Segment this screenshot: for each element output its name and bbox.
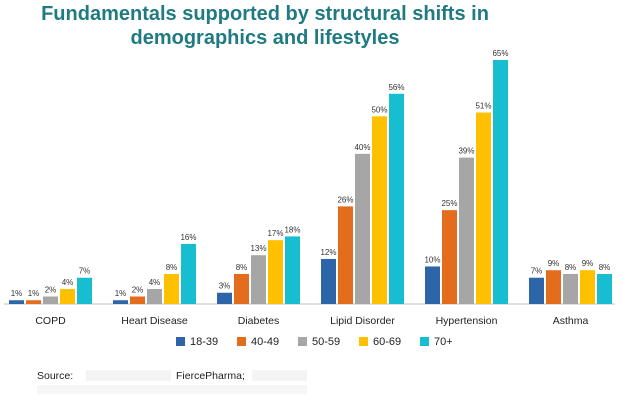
legend-swatch: [420, 337, 429, 346]
data-label: 25%: [441, 199, 457, 208]
bar: [60, 288, 75, 304]
data-label: 51%: [475, 102, 491, 111]
bar: [147, 288, 162, 304]
data-label: 18%: [284, 225, 300, 234]
data-label: 65%: [492, 49, 508, 58]
bar: [580, 270, 595, 304]
bar: [217, 292, 232, 304]
redacted-block: [86, 370, 171, 381]
data-label: 4%: [62, 278, 74, 287]
bar: [563, 273, 578, 304]
legend-swatch: [176, 337, 185, 346]
bar: [130, 296, 145, 304]
data-label: 50%: [371, 105, 387, 114]
bar: [355, 153, 370, 304]
bar: [77, 277, 92, 304]
data-label: 8%: [166, 263, 178, 272]
data-label: 9%: [548, 259, 560, 268]
data-label: 17%: [267, 229, 283, 238]
bars-group: [9, 60, 612, 305]
data-label: 10%: [424, 255, 440, 264]
legend-label: 70+: [434, 336, 453, 348]
redacted-block: [252, 370, 307, 381]
data-label: 1%: [115, 289, 127, 298]
data-label: 39%: [458, 147, 474, 156]
data-label: 56%: [388, 83, 404, 92]
legend: 18-39 40-49 50-59 60-69 70+: [176, 336, 453, 348]
bar: [251, 255, 266, 304]
data-label: 16%: [180, 233, 196, 242]
source-publisher: FiercePharma;: [176, 370, 245, 382]
source-label: Source:: [37, 370, 73, 382]
bar: [43, 296, 58, 304]
data-label: 40%: [354, 143, 370, 152]
bar: [164, 273, 179, 304]
legend-label: 50-59: [312, 336, 340, 348]
bar: [476, 112, 491, 304]
bar: [268, 240, 283, 304]
bar: [597, 273, 612, 304]
category-labels-group: COPD Heart Disease Diabetes Lipid Disorder H…: [35, 315, 588, 327]
bar: [26, 300, 41, 304]
data-label: 26%: [337, 195, 353, 204]
bar: [9, 300, 24, 304]
data-label: 8%: [236, 263, 248, 272]
bar: [321, 258, 336, 304]
category-label: Diabetes: [238, 315, 279, 327]
chart-title: Fundamentals supported by structural shi…: [41, 3, 489, 49]
bar: [113, 300, 128, 304]
data-label: 8%: [599, 263, 611, 272]
bar: [493, 60, 508, 304]
data-label: 1%: [11, 289, 23, 298]
data-labels-group: 1% 1% 2% 4% 7% 1% 2% 4% 8% 16% 3% 8% 13%17% 18% 12% 26%…: [11, 49, 611, 298]
legend-label: 18-39: [190, 336, 218, 348]
legend-swatch: [237, 337, 246, 346]
bar: [529, 277, 544, 304]
data-label: 3%: [219, 282, 231, 291]
chart-title-line-1: Fundamentals supported by structural shi…: [41, 3, 489, 25]
data-label: 9%: [582, 259, 594, 268]
bar: [181, 243, 196, 304]
redacted-block: [37, 385, 307, 394]
bar: [546, 270, 561, 304]
bar: [425, 266, 440, 304]
legend-swatch: [298, 337, 307, 346]
data-label: 1%: [28, 289, 40, 298]
bar: [442, 210, 457, 304]
bar: [459, 157, 474, 304]
category-label: Heart Disease: [121, 315, 188, 327]
legend-label: 40-49: [251, 336, 279, 348]
data-label: 8%: [565, 263, 577, 272]
category-label: Hypertension: [436, 315, 498, 327]
legend-swatch: [359, 337, 368, 346]
legend-label: 60-69: [373, 336, 401, 348]
source-note: Source: FiercePharma;: [37, 370, 307, 394]
data-label: 2%: [132, 285, 144, 294]
data-label: 2%: [45, 285, 57, 294]
category-label: Asthma: [553, 315, 589, 327]
data-label: 7%: [531, 267, 543, 276]
chart-title-line-2: demographics and lifestyles: [131, 27, 400, 49]
bar: [234, 273, 249, 304]
data-label: 4%: [149, 278, 161, 287]
data-label: 13%: [250, 244, 266, 253]
category-label: Lipid Disorder: [330, 315, 395, 327]
data-label: 12%: [320, 248, 336, 257]
data-label: 7%: [79, 267, 91, 276]
category-label: COPD: [35, 315, 66, 327]
bar: [285, 236, 300, 304]
bar: [389, 93, 404, 305]
bar: [372, 116, 387, 304]
bar: [338, 206, 353, 304]
